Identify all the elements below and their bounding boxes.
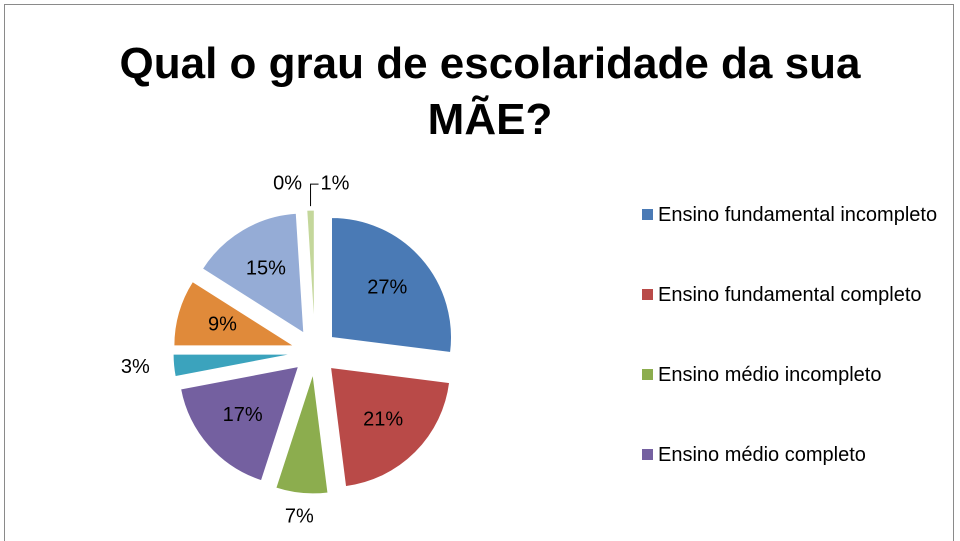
pie-slice bbox=[180, 365, 300, 482]
data-label: 21% bbox=[363, 408, 403, 430]
legend: Ensino fundamental incompleto Ensino fund… bbox=[642, 200, 952, 520]
data-label: 7% bbox=[285, 506, 314, 528]
data-label: 3% bbox=[121, 356, 150, 378]
data-label: 0% bbox=[273, 173, 302, 195]
data-label: 17% bbox=[223, 404, 263, 426]
legend-label: Ensino médio incompleto bbox=[658, 364, 882, 386]
legend-swatch bbox=[642, 369, 653, 380]
pie-slice bbox=[201, 212, 305, 335]
legend-item: Ensino médio completo bbox=[642, 440, 952, 520]
pie-slice bbox=[306, 209, 315, 331]
legend-label: Ensino médio completo bbox=[658, 444, 866, 466]
legend-item: Ensino fundamental incompleto bbox=[642, 200, 952, 280]
legend-label: Ensino fundamental completo bbox=[658, 284, 922, 306]
pie-slice bbox=[172, 353, 294, 378]
pie-slice bbox=[173, 280, 296, 347]
pie-slice bbox=[275, 373, 329, 495]
legend-swatch bbox=[642, 209, 653, 220]
legend-swatch bbox=[642, 289, 653, 300]
legend-swatch bbox=[642, 449, 653, 460]
data-label: 9% bbox=[208, 313, 237, 335]
chart-title: Qual o grau de escolaridade da sua MÃE? bbox=[119, 39, 861, 144]
legend-item: Ensino fundamental completo bbox=[642, 280, 952, 360]
pie-slice bbox=[329, 366, 451, 488]
data-label: 15% bbox=[246, 257, 286, 279]
legend-label: Ensino fundamental incompleto bbox=[658, 204, 938, 226]
data-label: 1% bbox=[321, 172, 350, 194]
pie-slice bbox=[331, 216, 452, 354]
leader-line bbox=[310, 183, 319, 207]
legend-item: Ensino médio incompleto bbox=[642, 360, 952, 440]
data-label: 27% bbox=[367, 277, 407, 299]
chart-frame bbox=[4, 4, 954, 541]
